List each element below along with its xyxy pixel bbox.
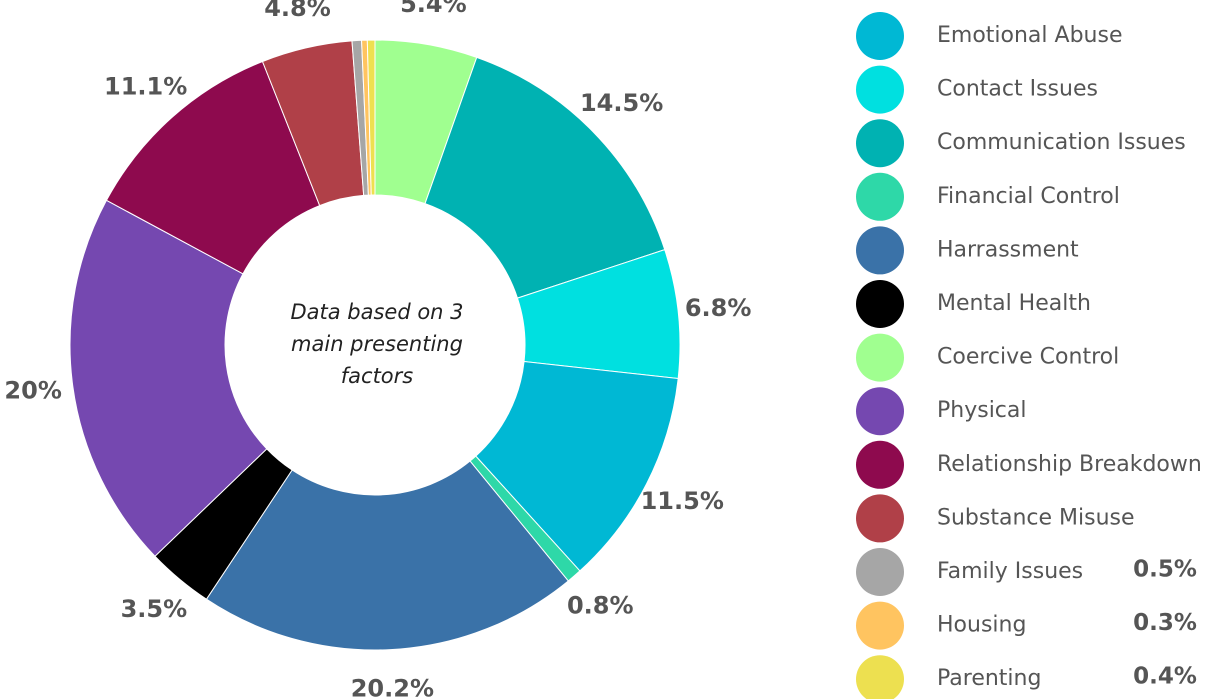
legend-label: Communication Issues	[937, 130, 1186, 155]
slice-label: 6.8%	[685, 294, 752, 322]
legend-swatch	[856, 548, 904, 596]
slice-label: 20.2%	[351, 675, 434, 699]
legend-swatch	[856, 440, 904, 489]
legend-label: Financial Control	[937, 184, 1120, 209]
legend-swatch	[856, 172, 904, 221]
legend-swatch	[856, 65, 904, 114]
slice-label: 20%	[4, 377, 61, 405]
legend-label: Harrassment	[937, 237, 1079, 262]
center-annotation: Data based on 3 main presenting factors	[290, 300, 464, 388]
legend-value: 0.4%	[1133, 664, 1197, 690]
slice-label: 11.5%	[641, 487, 724, 515]
legend-label: Relationship Breakdown	[937, 452, 1202, 477]
legend-swatch	[856, 494, 904, 543]
legend-label: Coercive Control	[937, 345, 1119, 370]
legend-label: Mental Health	[937, 291, 1091, 316]
legend-value: 0.5%	[1133, 557, 1197, 583]
legend-label: Housing	[937, 613, 1026, 638]
donut-slice	[366, 39, 376, 196]
legend-swatch	[856, 387, 904, 436]
legend-label: Emotional Abuse	[937, 23, 1122, 48]
slice-label: 3.5%	[121, 595, 188, 623]
legend-label: Substance Misuse	[937, 505, 1135, 530]
legend-swatch	[856, 226, 904, 275]
slice-label: 5.4%	[400, 0, 467, 18]
slice-label: 4.8%	[264, 0, 331, 22]
legend-swatch	[856, 655, 904, 699]
legend-swatch	[856, 601, 904, 650]
legend-label: Parenting	[937, 666, 1041, 691]
legend-swatch	[856, 280, 904, 328]
donut-slice	[424, 56, 666, 299]
legend-label: Family Issues	[937, 559, 1083, 584]
legend-label: Contact Issues	[937, 77, 1098, 102]
slice-label: 11.1%	[104, 72, 187, 100]
donut-slice	[69, 199, 268, 557]
slice-label: 0.8%	[567, 591, 634, 619]
legend-swatch	[856, 333, 904, 382]
legend-value: 0.3%	[1133, 610, 1197, 636]
donut-slice	[475, 360, 679, 572]
slice-label: 14.5%	[580, 89, 663, 117]
legend-swatch	[856, 12, 904, 60]
donut-slice	[205, 460, 569, 651]
legend-label: Physical	[937, 398, 1027, 423]
legend-swatch	[856, 119, 904, 168]
